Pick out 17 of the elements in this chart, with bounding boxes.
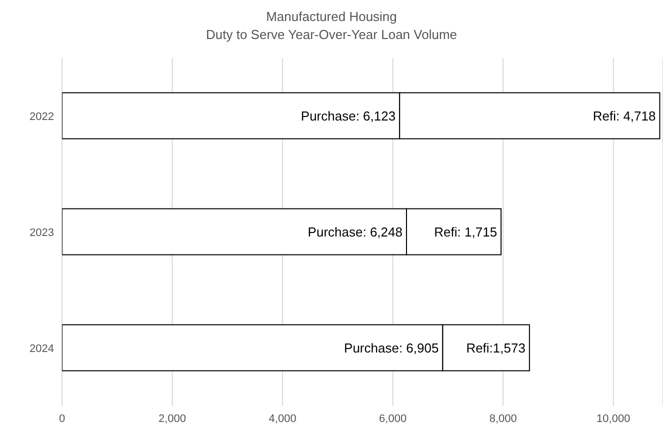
x-tick-label: 2,000 bbox=[158, 412, 186, 425]
y-tick-label: 2022 bbox=[30, 110, 54, 123]
data-label: Purchase: 6,905 bbox=[344, 340, 439, 356]
x-tick-label: 8,000 bbox=[489, 412, 517, 425]
x-tick-label: 0 bbox=[58, 412, 66, 425]
chart-title: Manufactured Housing bbox=[265, 8, 398, 26]
chart-subtitle: Duty to Serve Year-Over-Year Loan Volume bbox=[205, 26, 458, 44]
x-tick-label: 6,000 bbox=[379, 412, 407, 425]
y-tick-label: 2023 bbox=[30, 226, 54, 239]
data-label: Refi: 1,715 bbox=[434, 224, 498, 240]
x-tick-label: 4,000 bbox=[268, 412, 296, 425]
data-label: Refi: 4,718 bbox=[592, 108, 656, 124]
data-label: Refi:1,573 bbox=[466, 340, 526, 356]
data-label: Purchase: 6,123 bbox=[300, 108, 396, 124]
x-tick-label: 10,000 bbox=[596, 412, 630, 425]
data-label: Purchase: 6,248 bbox=[308, 224, 402, 240]
y-tick-label: 2024 bbox=[30, 342, 54, 355]
